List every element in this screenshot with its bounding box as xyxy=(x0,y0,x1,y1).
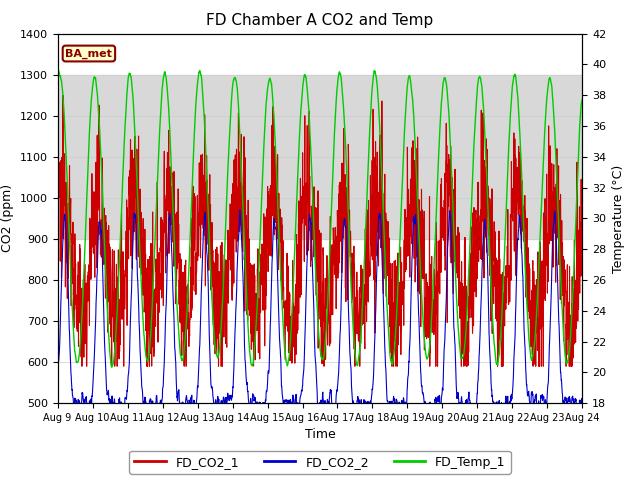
Y-axis label: CO2 (ppm): CO2 (ppm) xyxy=(1,184,14,252)
Text: BA_met: BA_met xyxy=(65,48,113,59)
Legend: FD_CO2_1, FD_CO2_2, FD_Temp_1: FD_CO2_1, FD_CO2_2, FD_Temp_1 xyxy=(129,451,511,474)
Bar xyxy=(58,75,582,239)
X-axis label: Time: Time xyxy=(305,429,335,442)
Title: FD Chamber A CO2 and Temp: FD Chamber A CO2 and Temp xyxy=(206,13,434,28)
Y-axis label: Temperature (°C): Temperature (°C) xyxy=(612,164,625,273)
